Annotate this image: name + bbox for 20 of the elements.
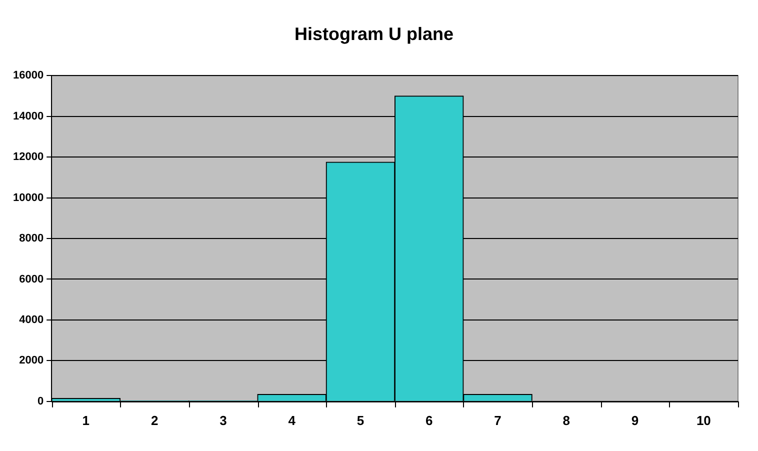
y-tick-label: 12000 bbox=[12, 151, 44, 164]
y-tick-label: 16000 bbox=[12, 70, 44, 82]
x-tick-label: 6 bbox=[426, 412, 433, 428]
x-tick-label: 5 bbox=[356, 412, 364, 428]
y-tick-label: 14000 bbox=[12, 110, 44, 122]
x-tick-label: 1 bbox=[82, 412, 90, 428]
y-tick-label: 0 bbox=[37, 395, 44, 408]
y-tick-label: 6000 bbox=[19, 273, 44, 286]
y-tick-label: 2000 bbox=[19, 354, 44, 367]
x-tick-label: 3 bbox=[220, 412, 227, 428]
chart-title: Histogram U plane bbox=[294, 24, 454, 44]
x-tick-label: 9 bbox=[631, 412, 639, 428]
y-tick-label: 4000 bbox=[19, 314, 44, 326]
x-tick-label: 7 bbox=[494, 412, 502, 428]
x-tick-label: 8 bbox=[562, 412, 570, 428]
x-tick-label: 2 bbox=[150, 412, 158, 428]
x-tick-label: 10 bbox=[696, 412, 711, 428]
y-tick-label: 8000 bbox=[19, 232, 44, 245]
y-tick-label: 10000 bbox=[12, 192, 44, 204]
x-tick-label: 4 bbox=[288, 412, 296, 428]
